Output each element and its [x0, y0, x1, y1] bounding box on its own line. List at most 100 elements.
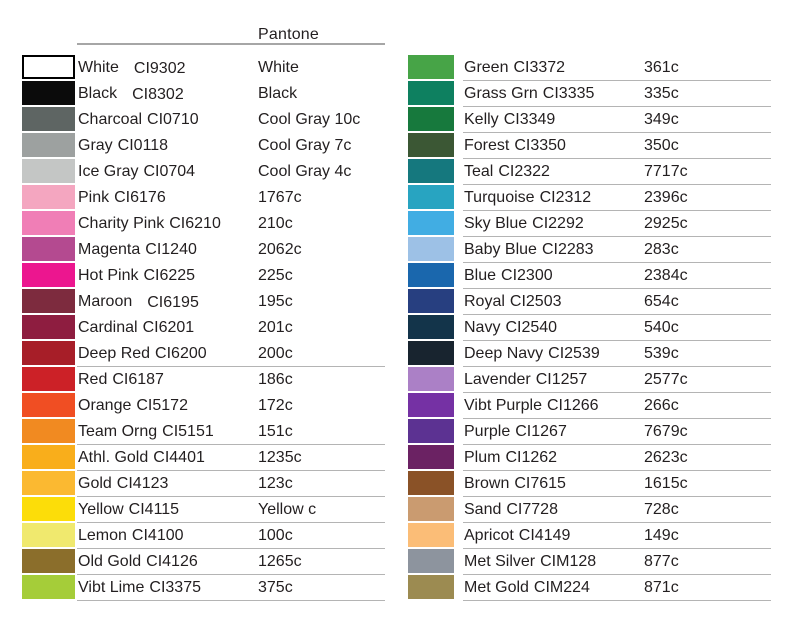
row-underline — [463, 314, 771, 315]
pantone-value: 1235c — [258, 449, 302, 466]
color-name: Plum — [464, 449, 501, 466]
pantone-value: 349c — [644, 111, 679, 128]
color-swatch — [22, 471, 75, 495]
color-code: CI5151 — [162, 423, 214, 440]
swatch-row: Team Orng CI5151 151c — [22, 419, 414, 445]
color-swatch — [408, 107, 454, 131]
swatch-row: Ice Gray CI0704 Cool Gray 4c — [22, 159, 414, 185]
color-code: CI4401 — [153, 449, 205, 466]
color-label: Magenta CI1240 — [78, 237, 197, 262]
row-underline — [77, 548, 385, 549]
color-label: Team Orng CI5151 — [78, 419, 214, 444]
swatch-row: Forest CI3350 350c — [408, 133, 800, 159]
color-label: Sand CI7728 — [464, 497, 558, 522]
swatch-row: Purple CI1267 7679c — [408, 419, 800, 445]
swatch-row: Teal CI2322 7717c — [408, 159, 800, 185]
row-underline — [463, 548, 771, 549]
row-underline — [463, 392, 771, 393]
color-swatch — [408, 237, 454, 261]
swatch-row: Maroon CI6195 195c — [22, 289, 414, 315]
color-code: CIM128 — [540, 553, 597, 570]
pantone-value: 2062c — [258, 241, 302, 258]
pantone-value: 195c — [258, 293, 293, 310]
color-name: Magenta — [78, 241, 141, 258]
pantone-value: 1767c — [258, 189, 302, 206]
swatch-row: Grass Grn CI3335 335c — [408, 81, 800, 107]
color-swatch — [22, 211, 75, 235]
pantone-value: Yellow c — [258, 501, 317, 518]
color-name: Lemon — [78, 527, 127, 544]
color-code: CI3375 — [149, 579, 201, 596]
row-underline — [463, 574, 771, 575]
swatch-row: Old Gold CI4126 1265c — [22, 549, 414, 575]
color-swatch — [22, 445, 75, 469]
color-code: CI0118 — [117, 137, 169, 154]
color-label: Deep Red CI6200 — [78, 341, 207, 366]
pantone-value: 123c — [258, 475, 293, 492]
color-code: CI3372 — [513, 59, 566, 76]
swatch-row: Plum CI1262 2623c — [408, 445, 800, 471]
color-code: CI1267 — [515, 423, 567, 440]
color-code: CI6210 — [169, 215, 221, 232]
color-swatch — [408, 289, 454, 313]
color-label: Red CI6187 — [78, 367, 164, 392]
color-swatch — [408, 575, 454, 599]
swatch-row: Royal CI2503 654c — [408, 289, 800, 315]
color-swatch — [22, 237, 75, 261]
pantone-value: 728c — [644, 501, 679, 518]
color-label: Green CI3372 — [464, 55, 565, 80]
swatch-row: Green CI3372 361c — [408, 55, 800, 81]
color-code: CI6176 — [114, 189, 166, 206]
color-name: Charcoal — [78, 111, 143, 128]
color-code: CI2322 — [498, 163, 550, 180]
color-code: CI8302 — [132, 86, 184, 103]
color-name: Hot Pink — [78, 267, 139, 284]
swatch-row: Lemon CI4100 100c — [22, 523, 414, 549]
color-code: CI4126 — [146, 553, 198, 570]
row-underline — [463, 444, 771, 445]
swatch-row: Blue CI2300 2384c — [408, 263, 800, 289]
pantone-value: 1265c — [258, 553, 302, 570]
color-swatch — [22, 315, 75, 339]
row-underline — [463, 366, 771, 367]
color-swatch — [22, 159, 75, 183]
color-label: Royal CI2503 — [464, 289, 562, 314]
swatch-row: Vibt Purple CI1266 266c — [408, 393, 800, 419]
pantone-value: Cool Gray 7c — [258, 137, 352, 154]
color-code: CI4123 — [116, 475, 169, 492]
color-code: CI1240 — [145, 241, 197, 258]
pantone-value: 7679c — [644, 423, 688, 440]
color-code: CI6195 — [147, 294, 199, 311]
color-label: Charity Pink CI6210 — [78, 211, 221, 236]
color-name: Met Silver — [464, 553, 536, 570]
color-swatch — [22, 393, 75, 417]
color-name: Grass Grn — [464, 85, 538, 102]
color-code: CI1257 — [535, 371, 588, 388]
color-label: Met Silver CIM128 — [464, 549, 596, 574]
row-underline — [463, 132, 771, 133]
row-underline — [463, 236, 771, 237]
row-underline — [77, 444, 385, 445]
color-swatch — [408, 341, 454, 365]
color-label: Teal CI2322 — [464, 159, 550, 184]
color-name: Brown — [464, 475, 510, 492]
pantone-value: 2577c — [644, 371, 688, 388]
pantone-value: 350c — [644, 137, 679, 154]
swatch-row: Gray CI0118 Cool Gray 7c — [22, 133, 414, 159]
color-code: CI2540 — [505, 319, 558, 336]
pantone-value: 210c — [258, 215, 293, 232]
color-name: Vibt Purple — [464, 397, 542, 414]
color-label: Lemon CI4100 — [78, 523, 184, 548]
pantone-value: 149c — [644, 527, 679, 544]
color-code: CI2503 — [509, 293, 562, 310]
color-code: CI6200 — [155, 345, 207, 362]
pantone-value: 7717c — [644, 163, 688, 180]
color-label: Apricot CI4149 — [464, 523, 570, 548]
color-label: Grass Grn CI3335 — [464, 81, 594, 106]
swatch-row: Met Gold CIM224 871c — [408, 575, 800, 601]
color-label: Old Gold CI4126 — [78, 549, 198, 574]
color-swatch — [408, 549, 454, 573]
color-swatch — [408, 159, 454, 183]
color-swatch — [22, 367, 75, 391]
color-swatch — [408, 471, 454, 495]
